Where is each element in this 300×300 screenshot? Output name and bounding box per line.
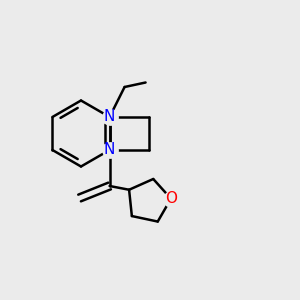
Text: N: N bbox=[104, 110, 115, 124]
Text: O: O bbox=[165, 191, 177, 206]
Text: N: N bbox=[104, 142, 115, 158]
